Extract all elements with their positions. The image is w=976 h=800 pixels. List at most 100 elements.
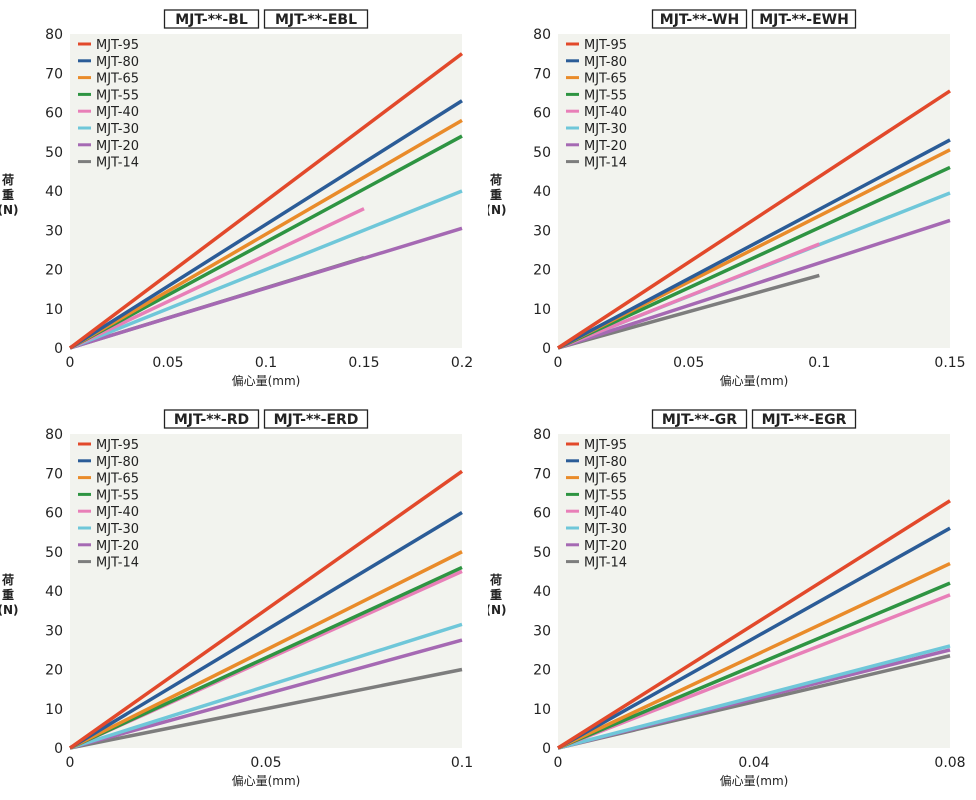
- x-axis-label: 偏心量(mm): [232, 373, 301, 388]
- legend-label: MJT-20: [96, 539, 139, 554]
- plot-area: [558, 34, 950, 348]
- y-tick-label: 50: [45, 145, 63, 161]
- series-badge-box: [263, 9, 369, 29]
- series-badge-label: MJT-**-BL: [175, 12, 248, 28]
- legend-label: MJT-40: [584, 505, 627, 520]
- series-badge-box: [651, 9, 748, 29]
- series-badge-box: [163, 409, 260, 429]
- y-tick-label: 50: [533, 145, 551, 161]
- series-line-mjt-80: [69, 99, 463, 350]
- series-badge-label: MJT-**-EWH: [759, 12, 849, 28]
- x-axis-label: 偏心量(mm): [232, 773, 301, 788]
- series-badge-box: [651, 409, 748, 429]
- y-tick-label: 20: [533, 263, 551, 279]
- y-tick-label: 0: [54, 341, 63, 357]
- legend-label: MJT-80: [96, 455, 139, 470]
- y-tick-label: 60: [533, 106, 551, 122]
- y-tick-label: 0: [542, 741, 551, 757]
- x-tick-label: 0.08: [934, 755, 965, 771]
- y-axis-label: 荷: [489, 572, 502, 587]
- legend-label: MJT-40: [584, 105, 627, 120]
- series-line-mjt-14: [557, 273, 820, 350]
- x-tick-label: 0.15: [934, 355, 965, 371]
- y-tick-label: 20: [533, 663, 551, 679]
- x-tick-label: 0.1: [451, 755, 473, 771]
- y-tick-label: 10: [533, 302, 551, 318]
- x-tick-label: 0.05: [152, 355, 183, 371]
- x-tick-label: 0.1: [255, 355, 277, 371]
- series-line-mjt-80: [69, 510, 463, 750]
- series-line-mjt-40: [557, 593, 951, 750]
- legend-label: MJT-14: [584, 156, 627, 171]
- legend-label: MJT-14: [96, 156, 139, 171]
- y-tick-label: 70: [45, 466, 63, 482]
- legend-label: MJT-30: [584, 122, 627, 137]
- series-badge-label: MJT-**-WH: [660, 12, 739, 28]
- legend-label: MJT-55: [96, 88, 139, 103]
- chart-rd: 0 10 20 30 40 50 60 70 80 0 0.05 0.1 偏心量(mm) 荷重(N) MJT…: [0, 409, 473, 788]
- legend-label: MJT-65: [96, 472, 139, 487]
- series-line-mjt-20: [69, 638, 463, 750]
- y-tick-label: 50: [533, 545, 551, 561]
- y-axis-label: (N): [0, 603, 19, 617]
- series-badge-box: [751, 409, 857, 429]
- legend-label: MJT-80: [584, 55, 627, 70]
- series-line-mjt-95: [68, 469, 464, 750]
- legend-label: MJT-40: [96, 105, 139, 120]
- y-axis-label: (N): [0, 203, 19, 217]
- series-badge-box: [751, 9, 857, 29]
- y-tick-label: 10: [45, 302, 63, 318]
- y-tick-label: 20: [45, 663, 63, 679]
- chart-gr: 0 10 20 30 40 50 60 70 80 0 0.04 0.08 偏心量(mm) 荷重(N) MJ…: [488, 409, 966, 788]
- series-badge-label: MJT-**-EGR: [762, 412, 847, 428]
- y-tick-label: 60: [45, 506, 63, 522]
- series-line-mjt-30: [69, 622, 463, 750]
- x-tick-label: 0.04: [738, 755, 769, 771]
- legend-label: MJT-20: [584, 139, 627, 154]
- y-axis-label: 荷: [1, 572, 14, 587]
- y-axis-label: 荷: [1, 172, 14, 187]
- y-tick-label: 40: [45, 584, 63, 600]
- legend-label: MJT-20: [96, 139, 139, 154]
- legend-label: MJT-55: [96, 488, 139, 503]
- legend-label: MJT-65: [96, 72, 139, 87]
- series-line-mjt-55: [69, 134, 463, 350]
- y-tick-label: 40: [533, 184, 551, 200]
- y-tick-label: 40: [45, 184, 63, 200]
- legend-label: MJT-80: [96, 55, 139, 70]
- series-line-mjt-65: [69, 118, 463, 350]
- chart-bl: 0 10 20 30 40 50 60 70 80 0 0.05 0.1 0.15 0.2 偏心量(mm) 荷…: [0, 9, 473, 388]
- x-tick-label: 0.05: [250, 755, 281, 771]
- x-tick-label: 0.2: [451, 355, 473, 371]
- y-tick-label: 70: [533, 466, 551, 482]
- series-badge-label: MJT-**-ERD: [274, 412, 359, 428]
- series-line-mjt-20: [69, 226, 463, 350]
- series-line-mjt-55: [69, 565, 463, 750]
- series-line-mjt-40: [557, 242, 820, 350]
- legend-label: MJT-55: [584, 88, 627, 103]
- series-line-mjt-65: [557, 561, 951, 750]
- series-badge-box: [263, 409, 369, 429]
- legend-label: MJT-30: [96, 522, 139, 537]
- x-tick-label: 0: [554, 755, 563, 771]
- legend-label: MJT-65: [584, 72, 627, 87]
- legend-label: MJT-30: [584, 522, 627, 537]
- y-tick-label: 40: [533, 584, 551, 600]
- y-tick-label: 80: [45, 427, 63, 443]
- y-tick-label: 30: [533, 623, 551, 639]
- y-tick-label: 20: [45, 263, 63, 279]
- series-line-mjt-30: [557, 644, 951, 750]
- x-tick-label: 0: [66, 355, 75, 371]
- y-tick-label: 0: [542, 341, 551, 357]
- y-axis-label: (N): [488, 603, 507, 617]
- y-tick-label: 50: [45, 545, 63, 561]
- legend-label: MJT-20: [584, 539, 627, 554]
- series-line-mjt-14: [69, 667, 463, 750]
- y-axis-label: 重: [490, 187, 502, 202]
- y-tick-label: 80: [45, 27, 63, 43]
- series-badge-label: MJT-**-RD: [174, 412, 249, 428]
- y-tick-label: 70: [45, 66, 63, 82]
- y-axis-label: 荷: [489, 172, 502, 187]
- legend-label: MJT-55: [584, 488, 627, 503]
